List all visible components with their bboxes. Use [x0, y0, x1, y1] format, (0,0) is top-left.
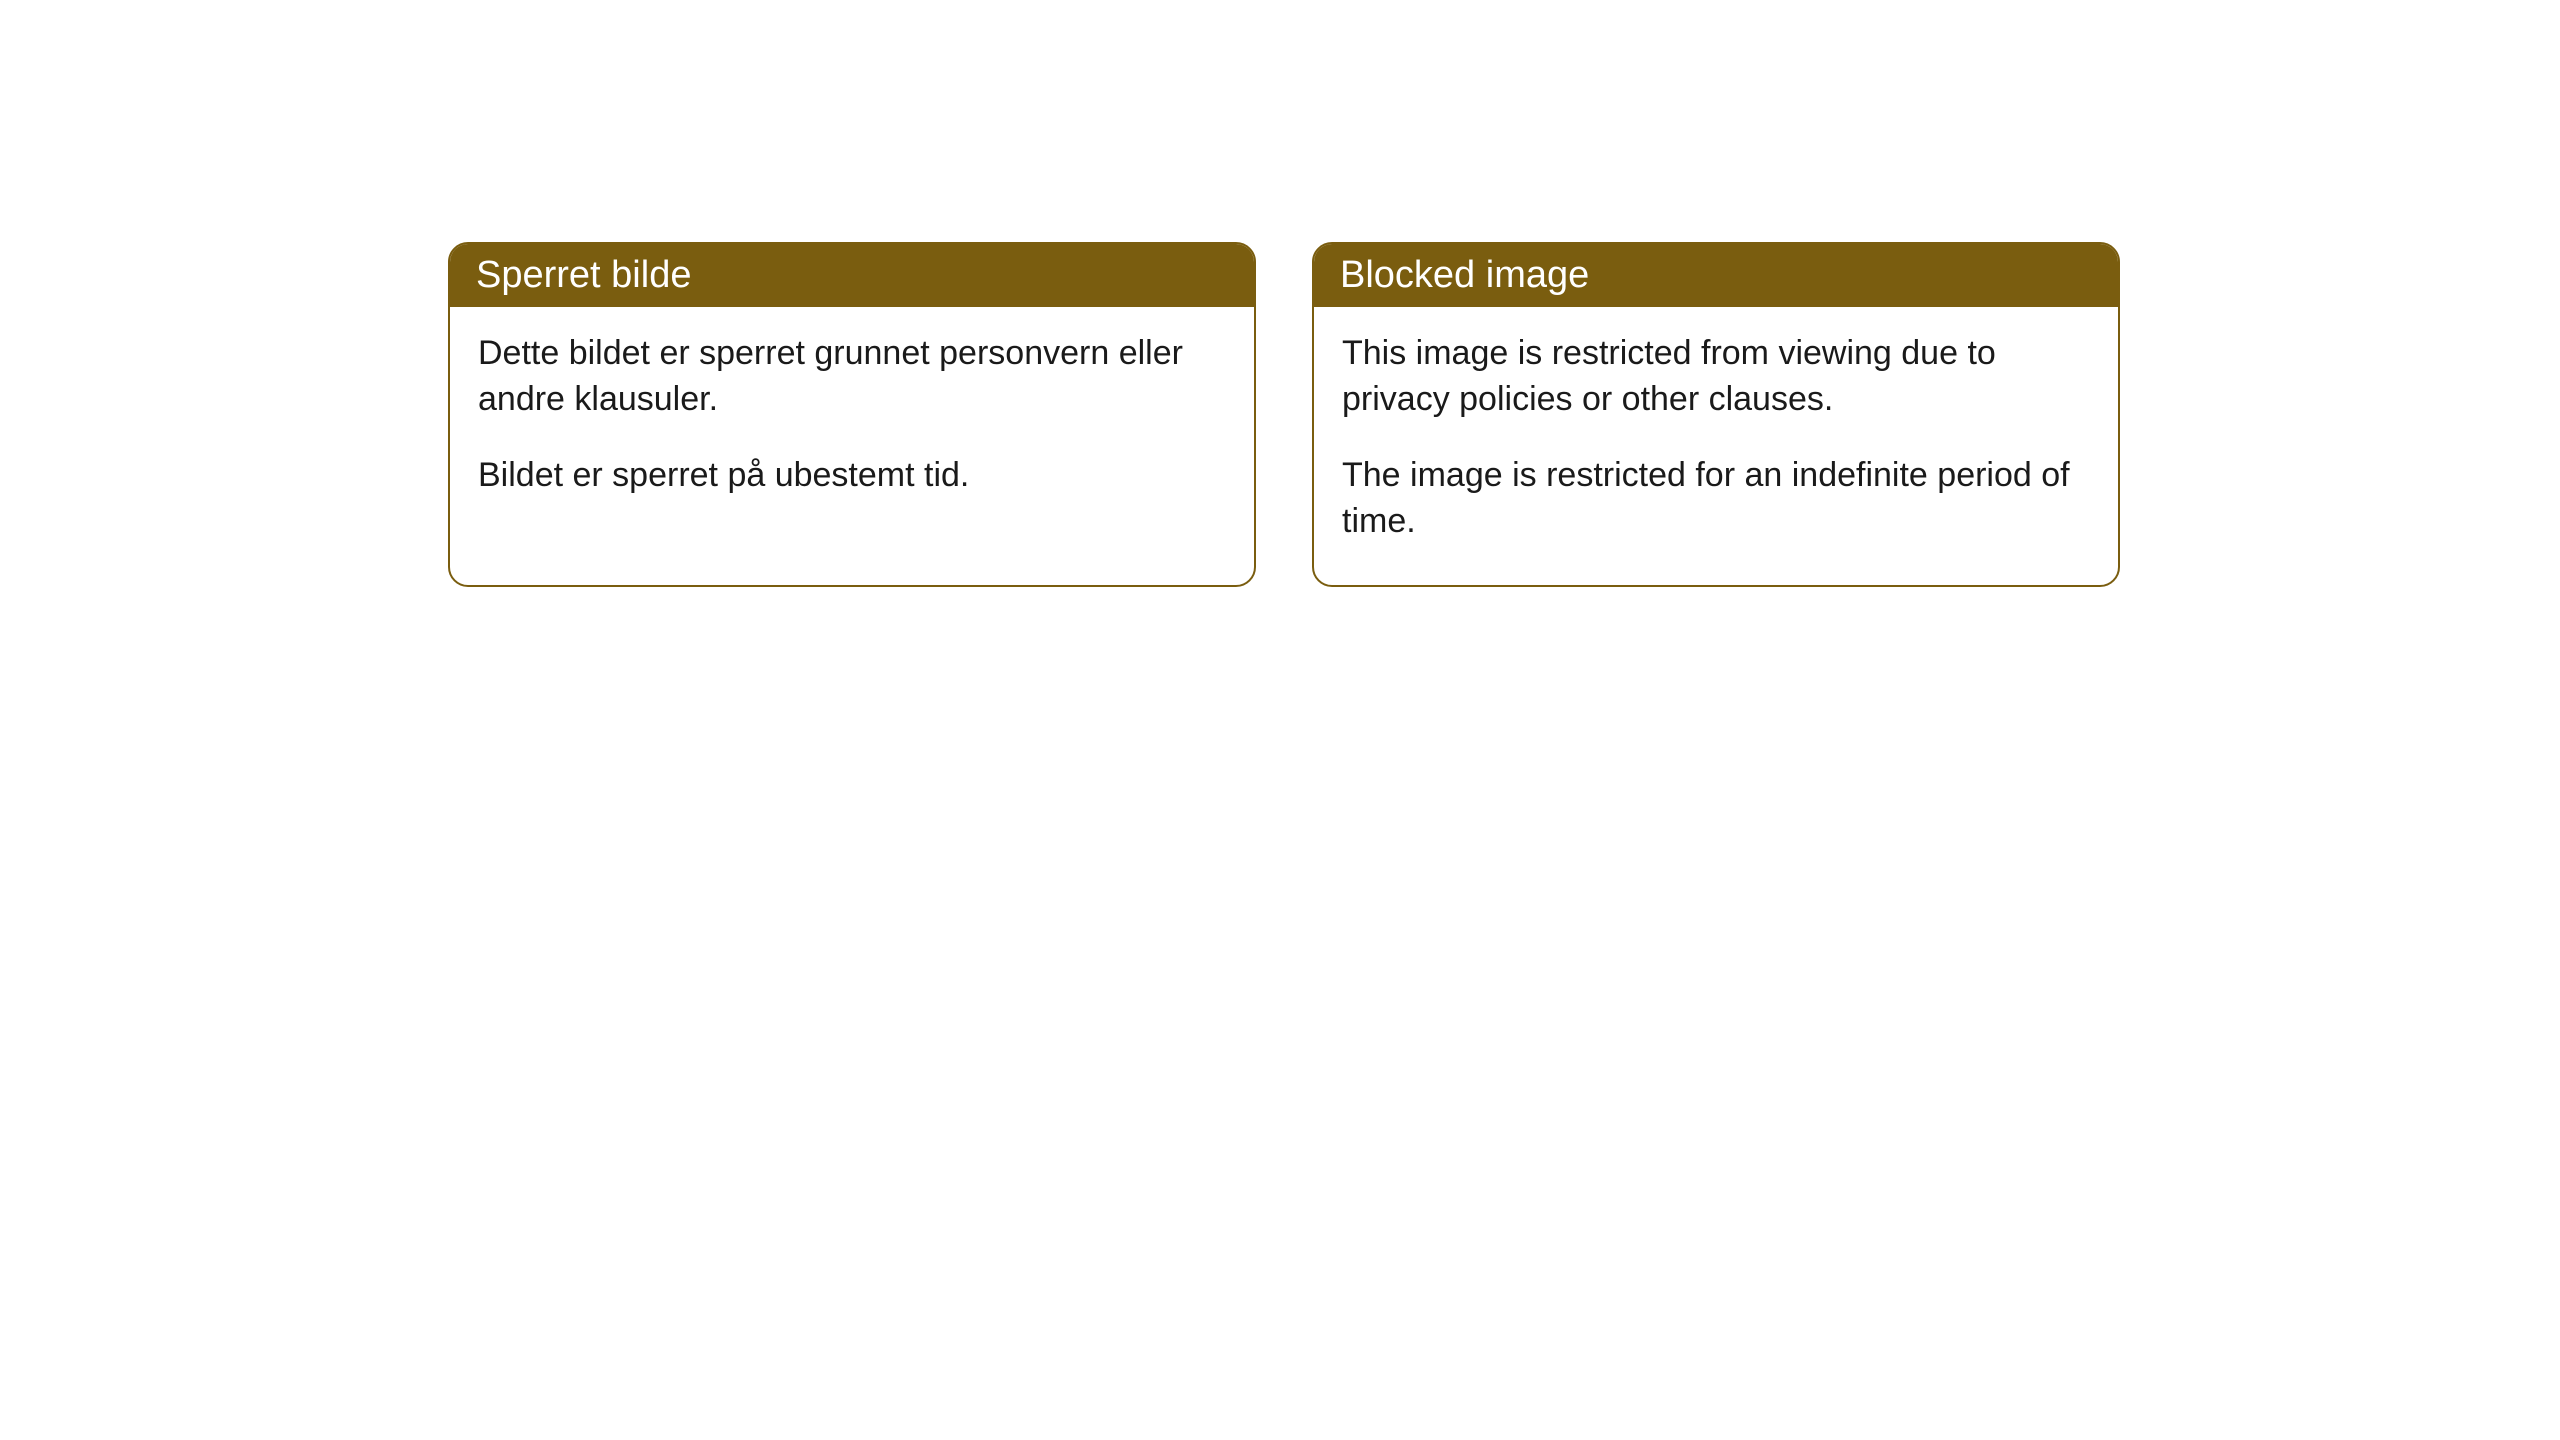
notice-cards-container: Sperret bilde Dette bildet er sperret gr…	[448, 242, 2120, 587]
blocked-image-card-norwegian: Sperret bilde Dette bildet er sperret gr…	[448, 242, 1256, 587]
card-title: Blocked image	[1340, 254, 1589, 296]
card-paragraph-1: Dette bildet er sperret grunnet personve…	[478, 331, 1226, 423]
card-paragraph-2: Bildet er sperret på ubestemt tid.	[478, 453, 1226, 499]
card-body-norwegian: Dette bildet er sperret grunnet personve…	[450, 307, 1254, 539]
card-paragraph-2: The image is restricted for an indefinit…	[1342, 453, 2090, 545]
card-header-norwegian: Sperret bilde	[450, 244, 1254, 307]
card-title: Sperret bilde	[476, 254, 691, 296]
card-paragraph-1: This image is restricted from viewing du…	[1342, 331, 2090, 423]
blocked-image-card-english: Blocked image This image is restricted f…	[1312, 242, 2120, 587]
card-body-english: This image is restricted from viewing du…	[1314, 307, 2118, 585]
card-header-english: Blocked image	[1314, 244, 2118, 307]
